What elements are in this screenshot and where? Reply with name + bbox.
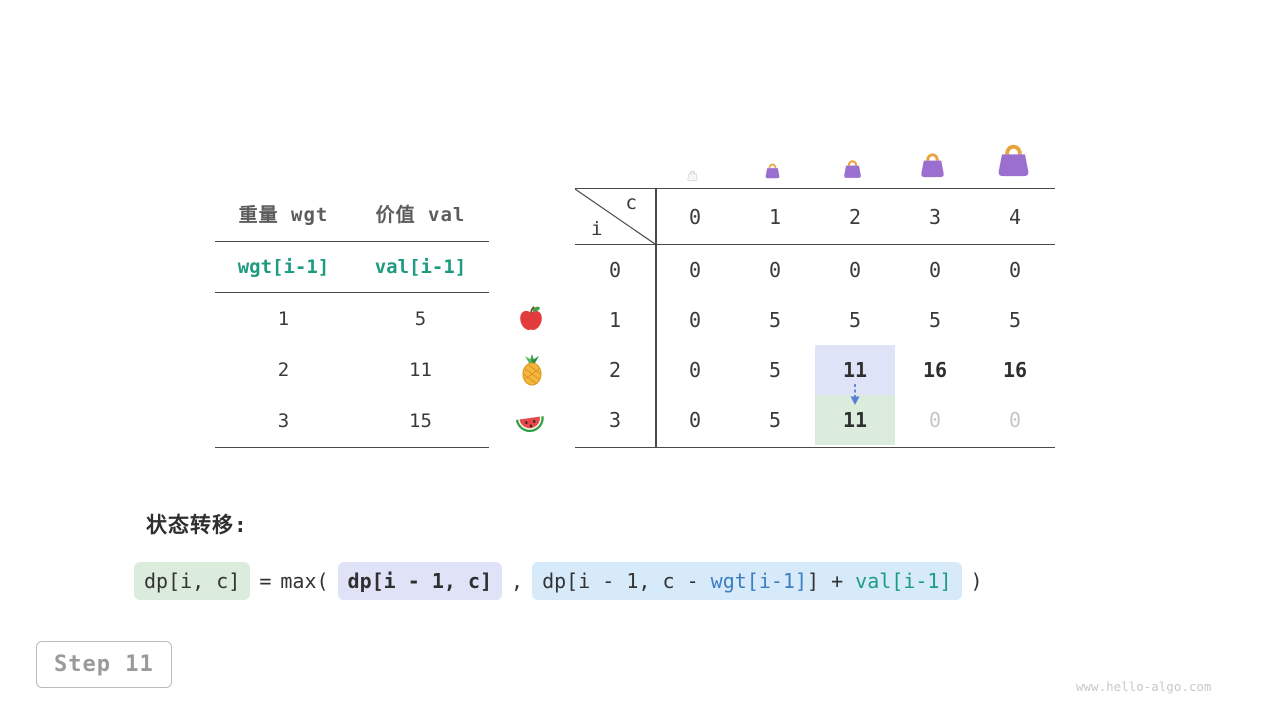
weight-column-header: 重量 wgt <box>238 204 329 226</box>
dp-table-header: c i 0 1 2 3 4 <box>575 189 1055 245</box>
col-header: 3 <box>928 204 942 229</box>
dp-row: 2 0 5 11 16 16 <box>575 345 1055 395</box>
item-row: 1 5 <box>215 293 489 344</box>
dp-cell: 0 <box>928 408 942 432</box>
item-weight: 2 <box>277 358 290 381</box>
item-weight: 1 <box>277 307 290 330</box>
dp-cell: 5 <box>768 308 782 332</box>
col-header: 1 <box>768 204 782 229</box>
dp-cell: 0 <box>1008 408 1022 432</box>
row-label: 0 <box>608 258 622 282</box>
watermelon-icon <box>513 407 547 441</box>
dp-cell: 5 <box>1008 308 1022 332</box>
formula-close-paren: ) <box>970 569 983 593</box>
dp-cell-source: 11 <box>815 345 895 395</box>
formula-max-open: max( <box>280 569 329 593</box>
val-var-label: val[i-1] <box>374 256 467 278</box>
dp-cell: 5 <box>848 308 862 332</box>
dp-cell: 0 <box>768 258 782 282</box>
dp-cell: 16 <box>922 358 948 382</box>
formula-comma: , <box>511 569 524 593</box>
dp-table: c i 0 1 2 3 4 0 0 0 0 0 0 1 0 5 5 5 5 2 … <box>575 188 1055 448</box>
dp-cell: 0 <box>688 408 702 432</box>
transition-arrow-icon <box>847 383 863 410</box>
col-header: 0 <box>688 204 702 229</box>
row-label: 2 <box>608 358 622 382</box>
formula-arg1: dp[i - 1, c] <box>337 562 503 600</box>
state-transition-label: 状态转移: <box>146 513 248 537</box>
bag-large-icon <box>917 149 948 184</box>
row-label: 3 <box>608 408 622 432</box>
items-table: 重量 wgt 价值 val wgt[i-1] val[i-1] 1 5 2 11… <box>215 186 489 448</box>
item-value: 5 <box>414 307 427 330</box>
watermark: www.hello-algo.com <box>1076 679 1212 694</box>
dp-cell: 0 <box>688 308 702 332</box>
state-transition-formula: dp[i, c] = max( dp[i - 1, c] , dp[i - 1,… <box>134 560 983 602</box>
bag-medium-icon <box>841 157 864 184</box>
dp-cell: 5 <box>768 358 782 382</box>
formula-arg2-prefix: dp[i - 1, c - <box>542 569 711 593</box>
dp-table-divider <box>655 189 657 447</box>
formula-arg2: dp[i - 1, c - wgt[i-1]] + val[i-1] <box>532 562 962 600</box>
dp-cell: 5 <box>768 408 782 432</box>
row-var-label: i <box>591 218 603 240</box>
formula-lhs: dp[i, c] <box>134 562 251 600</box>
dp-row: 0 0 0 0 0 0 <box>575 245 1055 295</box>
items-table-var-row: wgt[i-1] val[i-1] <box>215 242 489 293</box>
col-var-label: c <box>625 192 637 214</box>
dp-cell: 5 <box>928 308 942 332</box>
formula-equals: = <box>259 569 272 593</box>
dp-cell: 0 <box>688 258 702 282</box>
formula-val-term: val[i-1] <box>855 569 952 593</box>
dp-row: 1 0 5 5 5 5 <box>575 295 1055 345</box>
formula-arg2-mid: ] + <box>807 569 856 593</box>
apple-icon <box>516 304 546 338</box>
dp-cell: 0 <box>928 258 942 282</box>
dp-cell: 0 <box>848 258 862 282</box>
value-column-header: 价值 val <box>375 204 466 226</box>
dp-cell: 16 <box>1002 358 1028 382</box>
corner-diagonal-line <box>575 189 655 244</box>
bag-outline-icon <box>686 167 699 186</box>
pineapple-icon <box>516 353 548 391</box>
dp-cell: 0 <box>1008 258 1022 282</box>
dp-corner-cell: c i <box>575 189 655 244</box>
dp-cell: 0 <box>688 358 702 382</box>
row-label: 1 <box>608 308 622 332</box>
items-table-body: 1 5 2 11 3 15 <box>215 293 489 448</box>
items-table-header: 重量 wgt 价值 val <box>215 186 489 242</box>
item-value: 11 <box>409 358 432 381</box>
col-header: 2 <box>848 204 862 229</box>
item-weight: 3 <box>277 410 290 433</box>
wgt-var-label: wgt[i-1] <box>237 256 330 278</box>
step-badge: Step 11 <box>36 641 172 688</box>
dp-row: 3 0 5 11 0 0 <box>575 395 1055 445</box>
formula-wgt-term: wgt[i-1] <box>710 569 807 593</box>
item-value: 15 <box>409 410 432 433</box>
item-row: 3 15 <box>215 396 489 447</box>
item-row: 2 11 <box>215 344 489 395</box>
bag-xlarge-icon <box>993 139 1034 184</box>
bag-small-icon <box>763 161 782 184</box>
col-header: 4 <box>1008 204 1022 229</box>
